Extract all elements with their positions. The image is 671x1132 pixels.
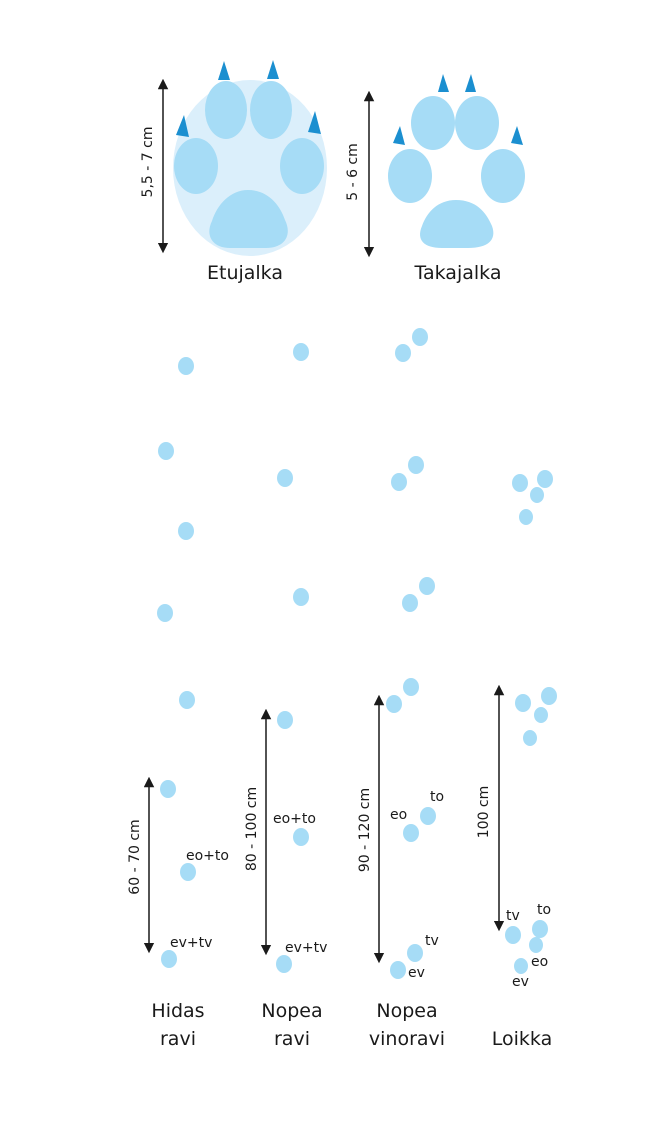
front-paw-claw <box>176 115 189 137</box>
footprint <box>178 522 194 540</box>
footprint <box>505 926 521 944</box>
gait-nopea-vinoravi-label: vinoravi <box>369 1028 445 1050</box>
hind-paw-size-label: 5 - 6 cm <box>345 143 361 201</box>
hind-paw-label: Takajalka <box>414 262 502 284</box>
gait-hidas-ravi-distance-label: 60 - 70 cm <box>127 819 143 894</box>
footprint <box>512 474 528 492</box>
footprint <box>530 487 544 503</box>
footprint-annotation: eo+to <box>273 811 316 827</box>
hind-paw-toe-pad <box>388 149 432 203</box>
gait-nopea-ravi-distance-label: 80 - 100 cm <box>244 787 260 871</box>
footprint <box>161 950 177 968</box>
footprint <box>412 328 428 346</box>
footprint <box>420 807 436 825</box>
hind-paw-toe-pad <box>411 96 455 150</box>
footprint <box>402 594 418 612</box>
footprint <box>179 691 195 709</box>
footprint-annotation: tv <box>506 908 520 924</box>
footprint <box>277 469 293 487</box>
gait-hidas-ravi-label: Hidas <box>151 1000 204 1022</box>
footprint-annotation: eo+to <box>186 848 229 864</box>
footprint <box>158 442 174 460</box>
front-paw-print <box>173 60 327 256</box>
front-paw-toe-pad <box>280 138 324 194</box>
footprint-annotation: ev <box>408 965 425 981</box>
footprint-annotation: eo <box>531 954 548 970</box>
hind-paw-claw <box>393 126 405 145</box>
footprint <box>419 577 435 595</box>
front-paw-toe-pad <box>250 81 292 139</box>
hind-paw-claw <box>465 74 476 92</box>
footprint-annotation: ev+tv <box>170 935 212 951</box>
footprint-annotation: to <box>537 902 551 918</box>
footprint <box>391 473 407 491</box>
gait-loikka-track <box>505 470 557 974</box>
footprint-annotation: ev+tv <box>285 940 327 956</box>
footprint <box>293 343 309 361</box>
footprint-annotation: eo <box>390 807 407 823</box>
footprint <box>403 678 419 696</box>
footprint <box>277 711 293 729</box>
footprint <box>532 920 548 938</box>
footprint <box>386 695 402 713</box>
front-paw-toe-pad <box>205 81 247 139</box>
gait-nopea-ravi-label: ravi <box>274 1028 310 1050</box>
hind-paw-toe-pad <box>481 149 525 203</box>
hind-paw-claw <box>511 126 523 145</box>
footprint <box>537 470 553 488</box>
gait-nopea-ravi-track <box>276 343 309 973</box>
footprint <box>529 937 543 953</box>
footprint <box>523 730 537 746</box>
footprint-annotation: tv <box>425 933 439 949</box>
gait-nopea-vinoravi-distance-label: 90 - 120 cm <box>357 788 373 872</box>
footprint <box>408 456 424 474</box>
gait-loikka-distance-label: 100 cm <box>476 786 492 839</box>
footprint <box>293 828 309 846</box>
footprint <box>293 588 309 606</box>
footprint <box>180 863 196 881</box>
front-paw-size-label: 5,5 - 7 cm <box>140 127 156 198</box>
footprint <box>395 344 411 362</box>
footprint <box>519 509 533 525</box>
footprint <box>534 707 548 723</box>
hind-paw-main-pad <box>420 200 494 248</box>
gait-hidas-ravi-track <box>157 357 196 968</box>
footprint <box>515 694 531 712</box>
front-paw-claw <box>218 61 230 80</box>
footprint <box>157 604 173 622</box>
hind-paw-claw <box>438 74 449 92</box>
footprint <box>407 944 423 962</box>
gait-hidas-ravi-label: ravi <box>160 1028 196 1050</box>
footprint <box>514 958 528 974</box>
front-paw-claw <box>308 111 321 134</box>
front-paw-toe-pad <box>174 138 218 194</box>
front-paw-label: Etujalka <box>207 262 283 284</box>
front-paw-claw <box>267 60 279 79</box>
footprint <box>390 961 406 979</box>
footprint <box>541 687 557 705</box>
front-paw-main-pad <box>209 190 288 248</box>
hind-paw-print <box>388 74 525 248</box>
gait-nopea-ravi-label: Nopea <box>261 1000 322 1022</box>
footprint <box>160 780 176 798</box>
footprint <box>178 357 194 375</box>
gait-nopea-vinoravi-track <box>386 328 436 979</box>
footprint-annotation: ev <box>512 974 529 990</box>
gait-loikka-label: Loikka <box>492 1028 552 1050</box>
footprint <box>403 824 419 842</box>
gait-nopea-vinoravi-label: Nopea <box>376 1000 437 1022</box>
hind-paw-toe-pad <box>455 96 499 150</box>
footprint <box>276 955 292 973</box>
footprint-annotation: to <box>430 789 444 805</box>
